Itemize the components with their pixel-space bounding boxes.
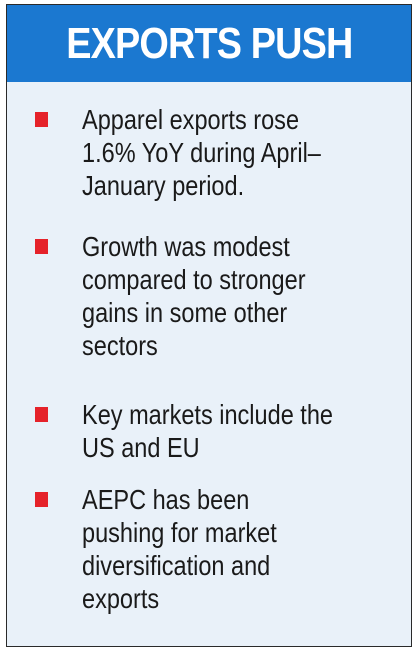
bullet-line: 1.6% YoY during April–: [82, 137, 321, 168]
bullet-line: exports: [82, 583, 160, 614]
bullet-line: sectors: [82, 330, 158, 361]
bullet-line: US and EU: [82, 432, 200, 463]
info-box: EXPORTS PUSH Apparel exports rose 1.6% Y…: [6, 4, 412, 647]
bullet-text: AEPC has been pushing for market diversi…: [82, 483, 410, 615]
bullet-marker: [35, 407, 48, 422]
header-bar: EXPORTS PUSH: [7, 5, 411, 82]
bullet-marker: [35, 112, 48, 127]
bullet-marker: [35, 239, 48, 254]
bullet-line: Growth was modest: [82, 231, 290, 262]
bullet-marker: [35, 492, 48, 507]
bullet-text: Apparel exports rose 1.6% YoY during Apr…: [82, 103, 410, 202]
bullet-line: January period.: [82, 170, 245, 201]
bullet-line: pushing for market: [82, 517, 277, 548]
bullet-line: compared to stronger: [82, 264, 306, 295]
bullet-line: AEPC has been: [82, 484, 250, 515]
box-title: EXPORTS PUSH: [65, 18, 353, 68]
bullet-line: Apparel exports rose: [82, 104, 300, 135]
bullet-line: Key markets include the: [82, 399, 334, 430]
bullet-text: Growth was modest compared to stronger g…: [82, 230, 410, 362]
bullet-line: gains in some other: [82, 297, 288, 328]
bullet-line: diversification and: [82, 550, 271, 581]
bullet-text: Key markets include the US and EU: [82, 398, 410, 464]
